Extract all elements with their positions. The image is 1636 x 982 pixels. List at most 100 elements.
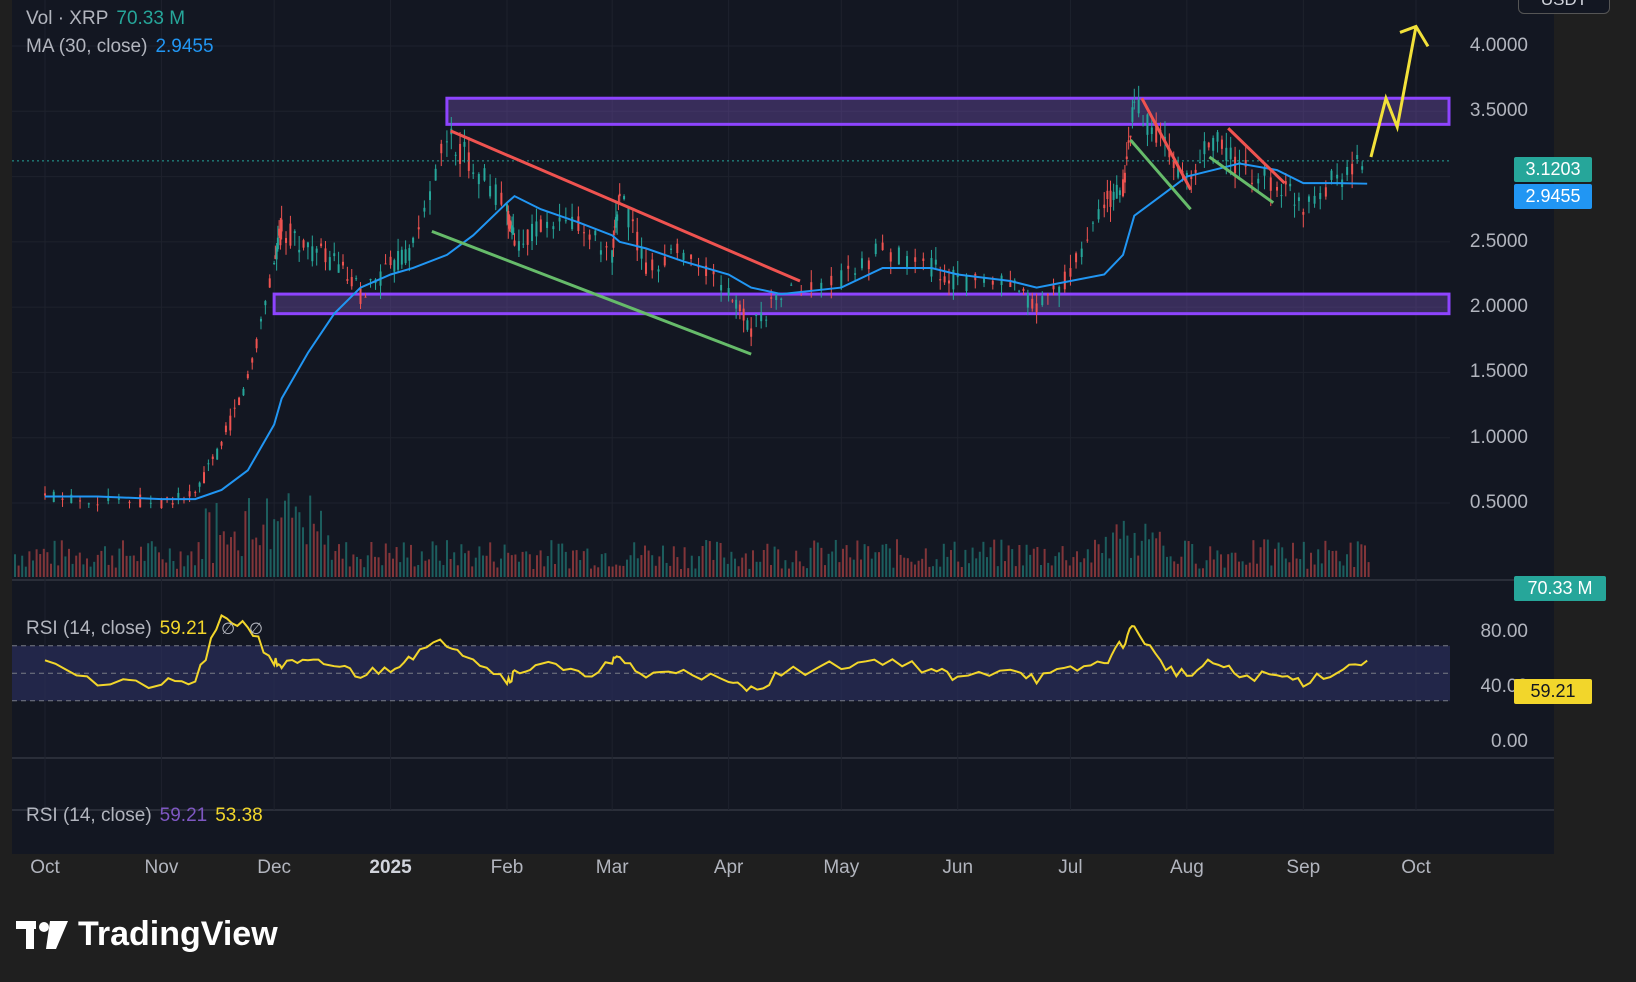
candle-body bbox=[483, 168, 486, 181]
volume-bar bbox=[1209, 546, 1212, 577]
candle-body bbox=[1080, 248, 1083, 257]
volume-bar bbox=[212, 562, 214, 577]
volume-bar bbox=[438, 560, 441, 577]
time-tick-label: Nov bbox=[144, 857, 179, 878]
volume-bar bbox=[665, 562, 668, 577]
volume-bar bbox=[1101, 552, 1104, 577]
rsi2-pane-bg bbox=[12, 758, 1554, 810]
volume-bar bbox=[53, 540, 56, 577]
candle-body bbox=[1106, 190, 1109, 200]
candle-body bbox=[1018, 290, 1021, 292]
volume-bar bbox=[514, 554, 517, 577]
volume-bar bbox=[143, 560, 146, 577]
volume-bar bbox=[622, 565, 625, 577]
volume-bar bbox=[208, 512, 211, 577]
candle-body bbox=[1199, 162, 1202, 164]
volume-bar bbox=[201, 559, 204, 577]
candle-body bbox=[355, 278, 358, 280]
volume-bar bbox=[32, 560, 34, 577]
time-tick-label: Jul bbox=[1058, 857, 1083, 878]
volume-bar bbox=[1270, 565, 1273, 577]
candle-body bbox=[139, 494, 142, 508]
volume-bar bbox=[910, 561, 913, 577]
volume-bar bbox=[489, 542, 492, 577]
volume-bar bbox=[114, 567, 117, 577]
candle-body bbox=[412, 237, 415, 243]
resistance-zone bbox=[445, 96, 1451, 126]
candle-body bbox=[1257, 178, 1260, 184]
candle-body bbox=[1058, 286, 1061, 296]
volume-bar bbox=[903, 557, 906, 577]
volume-bar bbox=[183, 566, 186, 577]
volume-bar bbox=[431, 541, 434, 577]
candle-body bbox=[79, 500, 82, 502]
time-pane-bg bbox=[12, 810, 1554, 854]
time-tick-label: Sep bbox=[1286, 857, 1321, 878]
volume-bar bbox=[1241, 561, 1244, 577]
candle-body bbox=[539, 219, 542, 232]
volume-bar bbox=[158, 552, 160, 577]
volume-bar bbox=[496, 567, 499, 577]
candle-body bbox=[889, 252, 892, 262]
volume-bar bbox=[456, 565, 459, 577]
candle-body bbox=[242, 388, 245, 396]
candle-body bbox=[965, 274, 968, 292]
volume-bar bbox=[424, 560, 427, 577]
candle-body bbox=[259, 318, 262, 322]
volume-bar bbox=[1187, 541, 1190, 577]
volume-bar bbox=[525, 551, 528, 577]
volume-legend: Vol · XRP 70.33 M bbox=[26, 8, 193, 30]
volume-bar bbox=[305, 544, 308, 577]
volume-bar bbox=[154, 546, 157, 577]
volume-bar bbox=[1299, 559, 1302, 577]
candle-body bbox=[1131, 107, 1134, 122]
candle-body bbox=[445, 141, 448, 143]
volume-bar bbox=[1166, 556, 1168, 577]
volume-bar bbox=[1011, 549, 1014, 577]
candle-body bbox=[1203, 141, 1206, 155]
volume-bar bbox=[824, 565, 826, 577]
volume-bar bbox=[341, 558, 344, 577]
volume-bar bbox=[190, 551, 193, 577]
volume-bar bbox=[532, 568, 535, 577]
candle-body bbox=[914, 257, 917, 262]
price-tick-label: 2.0000 bbox=[1469, 296, 1528, 318]
volume-bar bbox=[863, 544, 866, 577]
candle-body bbox=[404, 249, 407, 264]
candle-body bbox=[1229, 147, 1232, 160]
candle-body bbox=[1063, 271, 1066, 290]
volume-bar bbox=[708, 541, 711, 577]
volume-bar bbox=[662, 545, 664, 577]
volume-bar bbox=[251, 539, 254, 577]
volume-bar bbox=[1061, 546, 1064, 577]
rsi-visibility-icon-2[interactable]: ∅ bbox=[249, 621, 264, 638]
volume-bar bbox=[698, 556, 700, 577]
candle-body bbox=[459, 143, 462, 164]
currency-tag[interactable]: USDT bbox=[1518, 0, 1610, 14]
volume-bar bbox=[572, 550, 574, 577]
candle-body bbox=[364, 296, 367, 298]
volume-bar bbox=[320, 510, 322, 577]
volume-bar bbox=[395, 547, 398, 577]
volume-bar bbox=[1198, 568, 1201, 577]
volume-bar bbox=[1234, 552, 1237, 577]
volume-bar bbox=[849, 557, 852, 577]
volume-legend-value: 70.33 M bbox=[116, 8, 186, 29]
candle-body bbox=[229, 415, 232, 431]
volume-bar bbox=[492, 561, 495, 577]
candle-body bbox=[264, 301, 267, 306]
volume-bar bbox=[1176, 563, 1179, 577]
rsi-visibility-icon-1[interactable]: ∅ bbox=[221, 621, 236, 638]
volume-bar bbox=[593, 565, 596, 577]
volume-bar bbox=[554, 563, 556, 577]
volume-bar bbox=[1130, 557, 1132, 577]
volume-bar bbox=[611, 566, 614, 577]
volume-bar bbox=[881, 544, 884, 577]
volume-bar bbox=[1119, 538, 1122, 577]
rsi-tick-label: 0.00 bbox=[1491, 731, 1528, 752]
volume-bar bbox=[399, 562, 402, 577]
candle-body bbox=[1075, 253, 1078, 263]
time-tick-label: Dec bbox=[257, 857, 292, 878]
volume-bar bbox=[730, 551, 733, 577]
